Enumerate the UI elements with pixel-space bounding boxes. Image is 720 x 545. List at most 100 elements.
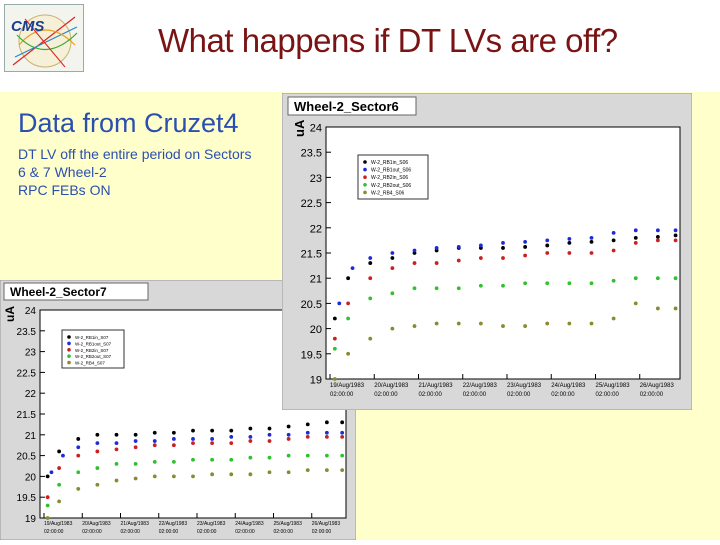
c0-point <box>611 230 616 235</box>
c0-point <box>567 251 572 255</box>
c0-point <box>332 377 337 381</box>
c0-point <box>633 235 638 240</box>
c0-point <box>523 324 528 328</box>
c0-legend-marker <box>363 167 367 172</box>
c1-point <box>248 426 253 431</box>
c0-point <box>545 321 550 326</box>
c1-point <box>133 462 138 466</box>
c1-point <box>45 474 50 479</box>
c0-point <box>501 283 505 288</box>
c0-point <box>390 256 395 260</box>
c1-legend-box <box>61 329 125 369</box>
c0-xtick-time: 02:00:00 <box>374 392 398 398</box>
c0-xtick-date: 19/Aug/1983 <box>330 383 365 389</box>
c0-point <box>611 238 616 243</box>
info-line-3: RPC FEBs ON <box>18 182 111 198</box>
c1-series-1 <box>49 430 345 475</box>
c0-point <box>673 228 678 233</box>
c1-ytick-label: 20.5 <box>17 452 37 463</box>
c1-point <box>324 468 329 473</box>
c1-point <box>76 486 81 491</box>
c0-point <box>673 238 678 243</box>
c0-point <box>478 283 483 288</box>
c1-xtick-time: 02:00:00 <box>197 529 217 535</box>
c1-point <box>76 470 81 475</box>
c1-point <box>324 453 329 458</box>
c0-xtick-time: 02:00:00 <box>463 392 487 398</box>
c1-point <box>286 432 291 437</box>
c0-point <box>523 240 528 244</box>
c0-point <box>567 321 572 326</box>
c1-point <box>340 430 345 435</box>
c0-point <box>390 266 395 271</box>
c1-ytick-label: 20 <box>25 472 37 483</box>
c1-series-3 <box>45 453 345 508</box>
c0-point <box>456 321 461 326</box>
c0-point <box>501 324 505 328</box>
c0-point <box>456 286 461 291</box>
c0-series-2 <box>332 238 678 341</box>
c0-legend-entry: W-2_RB2out_S06 <box>371 183 411 189</box>
c0-legend-box <box>357 154 429 200</box>
svg-text:CMS: CMS <box>11 18 44 35</box>
c1-series-2 <box>45 434 345 500</box>
c0-ytick-label: 21.5 <box>301 249 322 261</box>
c1-point <box>305 422 310 427</box>
c0-point <box>501 256 505 260</box>
c1-point <box>324 434 329 439</box>
c0-point <box>412 261 417 265</box>
c0-legend-entry: W-2_RB1in_S06 <box>371 160 408 166</box>
c1-xtick-time: 02:00:00 <box>274 529 294 535</box>
c0-point <box>567 281 572 286</box>
c1-point <box>286 470 291 475</box>
c1-ytick-label: 21.5 <box>17 410 37 421</box>
c1-point <box>340 468 345 473</box>
cms-logo: CMS <box>4 4 84 72</box>
c1-xtick-time: 02:00:00 <box>82 529 102 535</box>
c0-point <box>611 248 616 253</box>
c1-ytick-label: 24 <box>25 306 37 317</box>
c0-xtick-time: 02:00:00 <box>507 392 531 398</box>
c0-point <box>368 296 373 301</box>
c1-point <box>210 472 215 477</box>
info-title: Data from Cruzet4 <box>18 108 239 138</box>
c0-point <box>434 286 439 291</box>
c0-point <box>545 243 550 248</box>
c1-point <box>114 441 119 446</box>
c0-title: Wheel-2_Sector6 <box>294 99 399 114</box>
c1-point <box>114 462 119 466</box>
c1-point <box>267 455 272 460</box>
c1-point <box>152 439 157 443</box>
c1-point <box>229 441 234 446</box>
c1-ytick-label: 19.5 <box>17 493 37 504</box>
c1-point <box>57 449 62 454</box>
c1-point <box>305 468 310 473</box>
c1-point <box>57 482 62 487</box>
c1-legend-entry: W-2_RB4_S07 <box>75 361 105 366</box>
c1-point <box>248 434 253 439</box>
c1-point <box>324 430 329 435</box>
c1-point <box>248 455 253 460</box>
c1-point <box>286 453 291 458</box>
c0-ytick-label: 22 <box>310 223 322 235</box>
c0-point <box>368 261 373 265</box>
plot-sector6-svg: Wheel-2_Sector6 uA 19 19.5 20 20.5 21 21.5 22 22.… <box>281 92 693 411</box>
c0-point <box>332 316 337 321</box>
c1-point <box>267 426 272 431</box>
c1-xtick-date: 25/Aug/1983 <box>274 521 303 527</box>
c1-point <box>133 439 138 443</box>
c0-point <box>523 245 528 249</box>
c0-legend-marker <box>363 190 367 195</box>
c0-xtick-time: 02:00:00 <box>596 392 620 398</box>
c1-point <box>324 420 329 425</box>
c0-point <box>368 256 373 260</box>
c1-legend-entry: W-2_RB2out_S07 <box>75 354 112 359</box>
c0-point <box>655 306 660 311</box>
c1-point <box>57 499 62 504</box>
c0-ytick-label: 19.5 <box>301 349 322 361</box>
c0-ylabel: uA <box>292 119 307 137</box>
c0-point <box>478 243 483 248</box>
c0-xtick-time: 02:00:00 <box>551 392 575 398</box>
c0-point <box>412 286 417 291</box>
c0-point <box>567 236 572 241</box>
